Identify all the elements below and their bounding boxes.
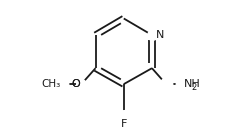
- Text: 2: 2: [191, 83, 196, 92]
- Text: F: F: [121, 119, 127, 129]
- Text: O: O: [71, 79, 80, 89]
- Text: N: N: [156, 30, 164, 40]
- Text: CH₃: CH₃: [41, 79, 61, 89]
- Text: O: O: [71, 79, 80, 89]
- Text: NH: NH: [184, 79, 201, 89]
